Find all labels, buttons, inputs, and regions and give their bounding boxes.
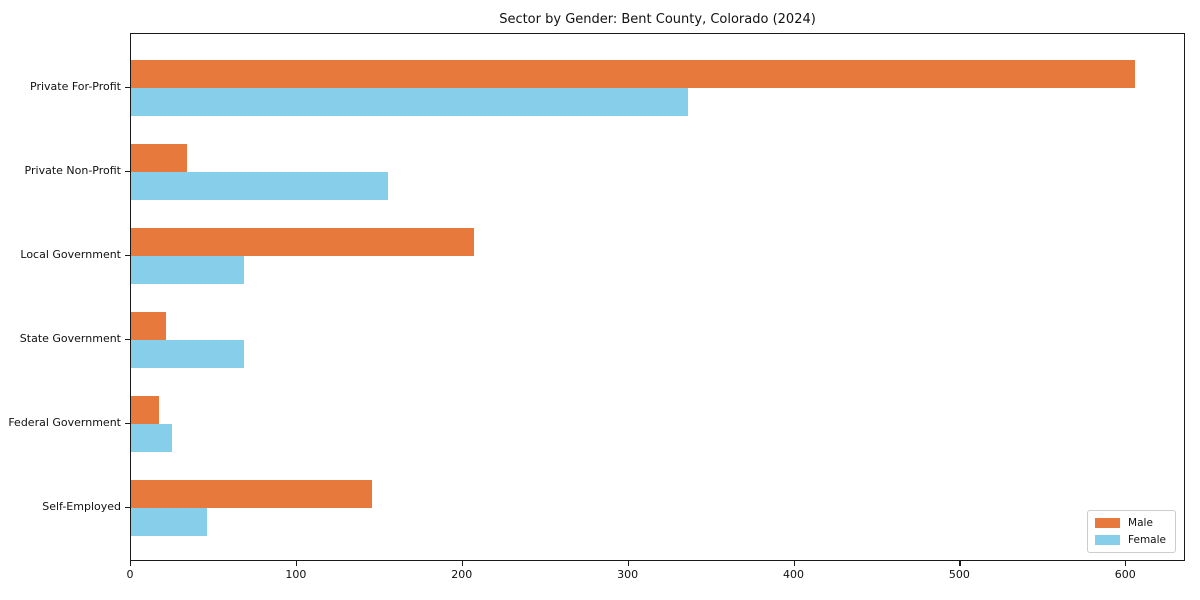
y-axis-label: Private Non-Profit — [24, 164, 121, 177]
legend-label: Female — [1128, 534, 1166, 546]
bar-male — [131, 480, 372, 508]
y-axis-label: State Government — [19, 332, 121, 345]
bar-female — [131, 172, 389, 200]
x-axis-label: 300 — [617, 568, 639, 581]
y-axis-label: Self-Employed — [42, 500, 121, 513]
y-axis-label: Local Government — [20, 248, 121, 261]
legend-label: Male — [1128, 517, 1153, 529]
x-axis-label: 600 — [1114, 568, 1136, 581]
bar-male — [131, 312, 166, 340]
legend: Male Female — [1087, 510, 1176, 553]
y-axis-label: Federal Government — [8, 416, 121, 429]
legend-swatch-female-icon — [1095, 535, 1121, 545]
legend-swatch-male-icon — [1095, 518, 1121, 528]
chart-title: Sector by Gender: Bent County, Colorado … — [499, 12, 816, 27]
y-axis-tick — [125, 87, 130, 89]
x-axis-label: 100 — [285, 568, 307, 581]
bar-male — [131, 60, 1135, 88]
bar-female — [131, 508, 208, 536]
legend-item-female: Female — [1095, 534, 1166, 546]
bar-female — [131, 256, 244, 284]
x-axis-tick — [130, 561, 132, 566]
y-axis-tick — [125, 171, 130, 173]
x-axis-label: 500 — [948, 568, 970, 581]
plot-area: Male Female — [130, 33, 1185, 561]
bar-male — [131, 396, 160, 424]
x-axis-label: 0 — [126, 568, 134, 581]
bar-male — [131, 144, 188, 172]
y-axis-label: Private For-Profit — [30, 80, 121, 93]
y-axis-tick — [125, 507, 130, 509]
bar-female — [131, 424, 173, 452]
x-axis-label: 200 — [451, 568, 473, 581]
x-axis-tick — [1125, 561, 1127, 566]
x-axis-tick — [793, 561, 795, 566]
legend-item-male: Male — [1095, 517, 1166, 529]
x-axis-tick — [627, 561, 629, 566]
bar-female — [131, 88, 689, 116]
x-axis-label: 400 — [783, 568, 805, 581]
y-axis-tick — [125, 423, 130, 425]
y-axis-tick — [125, 255, 130, 257]
bar-male — [131, 228, 475, 256]
x-axis-tick — [461, 561, 463, 566]
bar-female — [131, 340, 244, 368]
x-axis-tick — [295, 561, 298, 566]
y-axis-tick — [125, 339, 130, 341]
x-axis-tick — [959, 561, 961, 566]
